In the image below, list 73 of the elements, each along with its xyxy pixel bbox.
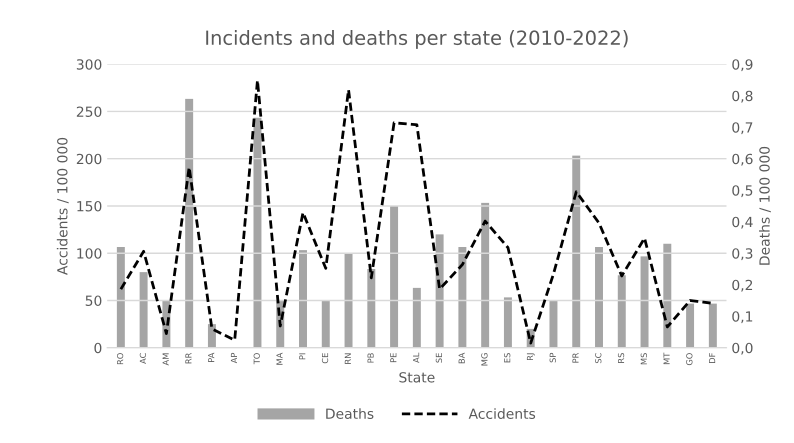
- x-tick-label: RS: [618, 353, 624, 363]
- bar: [663, 244, 672, 348]
- x-tick-label: MG: [481, 353, 488, 366]
- bar: [208, 324, 216, 348]
- bar: [708, 304, 717, 348]
- bar: [640, 256, 649, 348]
- x-tick-label: AP: [230, 352, 237, 364]
- bar: [481, 202, 490, 348]
- y-tick-label: 150: [77, 200, 102, 212]
- x-tick-label: AC: [140, 353, 146, 364]
- x-tick-label: MT: [664, 352, 670, 364]
- x-tick-label: GO: [686, 353, 692, 366]
- bar: [458, 246, 466, 348]
- x-tick-label: SE: [436, 353, 442, 363]
- x-tick-label: DF: [709, 353, 716, 364]
- y2-tick-label: 0,9: [732, 59, 752, 72]
- y2-tick-label: 0,6: [732, 154, 753, 166]
- bar: [344, 253, 353, 348]
- x-tick-label: RN: [344, 353, 351, 364]
- bar: [322, 300, 330, 348]
- y2-axis-title: Deaths / 100 000: [759, 146, 771, 265]
- y-axis-title: Accidents / 100 000: [56, 138, 69, 275]
- x-tick-label: BA: [458, 352, 465, 364]
- bar: [686, 304, 694, 348]
- x-tick-label: AM: [162, 353, 169, 366]
- x-tick-label: AL: [413, 352, 420, 363]
- chart-title: Incidents and deaths per state (2010-2022): [206, 30, 628, 49]
- y2-tick-label: 0,1: [732, 311, 752, 324]
- bar: [367, 269, 376, 348]
- x-axis-title: State: [399, 372, 434, 383]
- y-tick-label: 300: [76, 59, 102, 70]
- x-tick-label: PR: [572, 352, 579, 363]
- bar: [185, 98, 194, 348]
- x-tick-label: RJ: [526, 353, 535, 360]
- y2-tick-label: 0,4: [732, 216, 753, 229]
- x-tick-label: CE: [322, 353, 328, 364]
- bar: [618, 275, 626, 348]
- y2-tick-label: 0,8: [732, 90, 753, 103]
- y-tick-label: 50: [86, 295, 102, 306]
- x-tick-label: MS: [640, 353, 647, 364]
- y-tick-label: 100: [77, 248, 102, 259]
- y2-tick-label: 0,0: [732, 342, 753, 355]
- y-tick-label: 0: [94, 342, 102, 354]
- x-tick-label: SP: [550, 352, 556, 362]
- bar: [390, 206, 398, 348]
- y-tick-label: 250: [76, 106, 102, 117]
- bar: [595, 246, 603, 348]
- bar: [253, 118, 262, 348]
- bar: [116, 246, 125, 348]
- x-tick-label: RR: [185, 352, 192, 364]
- x-tick-label: SC: [595, 353, 602, 364]
- x-tick-label: MA: [276, 352, 283, 365]
- y2-tick-label: 0,5: [732, 185, 752, 198]
- x-tick-label: ES: [504, 353, 510, 362]
- y2-tick-label: 0,3: [732, 248, 752, 260]
- legend-label: Deaths: [326, 408, 374, 419]
- bar: [572, 156, 580, 348]
- x-tick-label: PA: [208, 352, 214, 362]
- y2-tick-label: 0,2: [732, 280, 752, 292]
- bar: [412, 288, 421, 348]
- bar: [299, 250, 307, 348]
- bar: [504, 297, 512, 348]
- y2-tick-label: 0,7: [732, 122, 752, 134]
- x-tick-label: PB: [368, 353, 374, 363]
- x-tick-label: PI: [299, 353, 306, 360]
- bar: [549, 300, 558, 348]
- x-tick-label: PE: [390, 353, 396, 362]
- x-tick-label: RO: [116, 353, 124, 364]
- x-tick-label: TO: [254, 353, 260, 364]
- bar: [140, 272, 148, 348]
- bar: [436, 234, 444, 348]
- legend-label: Accidents: [468, 408, 536, 419]
- y-tick-label: 200: [76, 154, 102, 164]
